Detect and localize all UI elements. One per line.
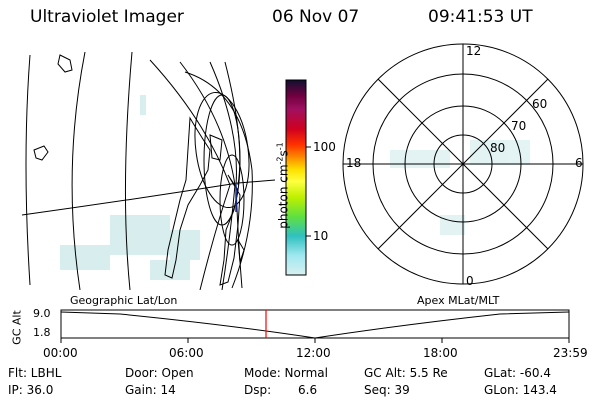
polar-mlt-12: 12 [466,44,482,58]
colorbar-tick-10: 10 [313,229,329,243]
gc-alt-status: GC Alt: 5.5 Re [364,366,448,380]
polar-mlt-0: 0 [466,274,474,288]
time-tick-1800: 18:00 [423,346,458,360]
gc-alt-max: 9.0 [33,307,51,320]
instrument-title: Ultraviolet Imager [30,7,184,27]
time-tick-0600: 06:00 [169,346,204,360]
dsp-value: 6.6 [298,383,318,397]
glat-status: GLat: -60.4 [484,366,551,380]
polar-lat-80: 80 [490,141,506,155]
polar-mlt-18: 18 [346,156,362,170]
time-label: 09:41:53 UT [428,7,533,27]
dsp-label: Dsp: [244,383,272,397]
geographic-coords-label: Geographic Lat/Lon [70,294,178,307]
ip-status: IP: 36.0 [8,383,54,397]
apex-coords-label: Apex MLat/MLT [417,294,500,307]
polar-mlt-6: 6 [575,156,583,170]
time-tick-0000: 00:00 [43,346,78,360]
gain-status: Gain: 14 [125,383,176,397]
time-tick-1200: 12:00 [296,346,331,360]
door-status: Door: Open [125,366,194,380]
time-tick-2359: 23:59 [553,346,588,360]
polar-lat-60: 60 [532,97,548,111]
glon-status: GLon: 143.4 [484,383,557,397]
colorbar-tick-100: 100 [313,140,336,154]
mode-status: Mode: Normal [244,366,328,380]
filter-status: Flt: LBHL [8,366,62,380]
seq-status: Seq: 39 [364,383,410,397]
date-label: 06 Nov 07 [272,7,360,27]
gc-alt-min: 1.8 [33,326,51,339]
polar-lat-70: 70 [511,119,527,133]
